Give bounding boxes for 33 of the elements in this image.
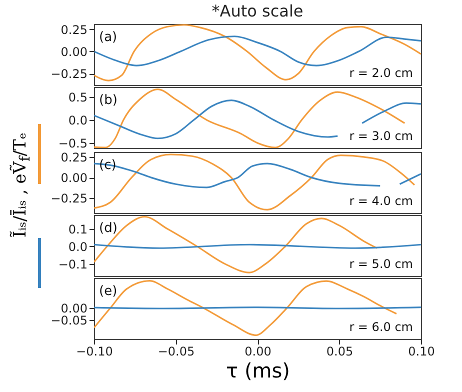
annotation: (e) bbox=[99, 284, 118, 299]
y-tick-label: −0.5 bbox=[58, 136, 88, 150]
y-tick-label: 0.0 bbox=[68, 240, 88, 254]
line-series bbox=[94, 154, 416, 211]
annotation: r = 4.0 cm bbox=[349, 194, 413, 208]
line-series bbox=[94, 280, 398, 336]
y-tick-label: 0.25 bbox=[60, 22, 88, 37]
annotation: (a) bbox=[99, 30, 118, 45]
x-tick-label: 0.05 bbox=[326, 344, 354, 358]
annotation: r = 6.0 cm bbox=[349, 320, 413, 334]
y-tick-label: 0.1 bbox=[68, 222, 88, 236]
annotation: (d) bbox=[99, 221, 118, 236]
y-tick-label: −0.25 bbox=[50, 67, 88, 82]
y-tick-label: 0.0 bbox=[68, 114, 88, 128]
y-tick-label: 0.00 bbox=[60, 44, 88, 59]
line-series bbox=[94, 24, 421, 82]
annotation: r = 2.0 cm bbox=[349, 66, 413, 80]
y-tick-label: 0.5 bbox=[68, 90, 88, 105]
y-tick-label: −0.05 bbox=[50, 313, 88, 328]
y-tick-label: 0.00 bbox=[60, 302, 88, 316]
x-tick-label: 0.10 bbox=[408, 344, 435, 358]
x-tick-label: −0.05 bbox=[158, 344, 195, 358]
annotation: r = 3.0 cm bbox=[349, 129, 413, 143]
y-tick-label: −0.25 bbox=[50, 192, 88, 206]
annotation: r = 5.0 cm bbox=[349, 257, 413, 271]
x-axis-title: τ (ms) bbox=[226, 358, 290, 382]
y-tick-label: 0.00 bbox=[60, 171, 88, 186]
x-tick-label: −0.10 bbox=[76, 344, 113, 358]
y-tick-label: 0.25 bbox=[60, 150, 88, 164]
y-tick-label: −0.1 bbox=[58, 257, 88, 272]
annotation: (b) bbox=[99, 93, 118, 108]
x-tick-label: 0.00 bbox=[244, 344, 272, 358]
chart-title: *Auto scale bbox=[212, 1, 304, 20]
